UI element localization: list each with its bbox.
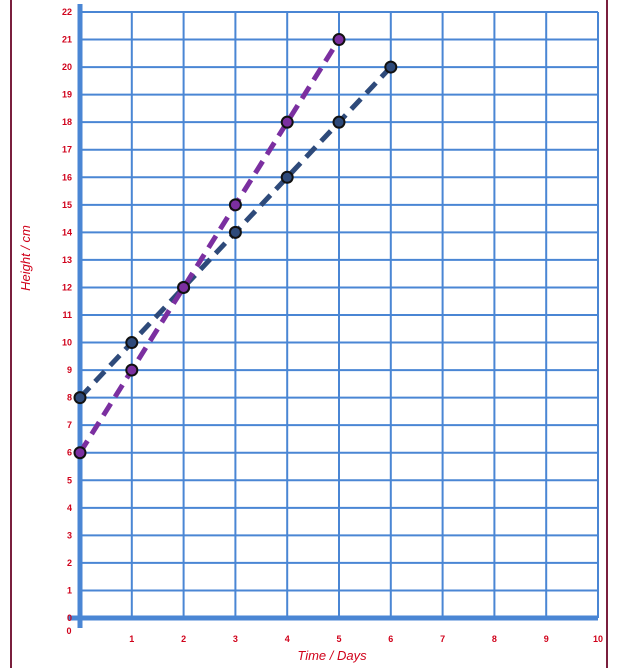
y-tick-label: 16	[62, 172, 72, 182]
y-tick-label: 19	[62, 90, 72, 100]
y-tick-label: 5	[67, 475, 72, 485]
series-1-point	[228, 225, 242, 239]
series-1-point	[332, 115, 346, 129]
x-tick-label: 9	[544, 634, 549, 644]
y-tick-label: 17	[62, 145, 72, 155]
y-axis-title: Height / cm	[18, 225, 33, 291]
series-1-point	[384, 60, 398, 74]
series-2-point	[177, 280, 191, 294]
x-tick-label: 4	[285, 634, 290, 644]
y-tick-label: 12	[62, 282, 72, 292]
x-tick-label: 0	[66, 626, 71, 636]
x-axis-title: Time / Days	[297, 648, 367, 663]
series-1-point	[125, 336, 139, 350]
y-tick-label: 0	[67, 613, 72, 623]
y-tick-label: 6	[67, 448, 72, 458]
x-tick-label: 8	[492, 634, 497, 644]
x-tick-label: 7	[440, 634, 445, 644]
series-2-point	[228, 198, 242, 212]
y-tick-label: 11	[62, 310, 72, 320]
y-tick-label: 20	[62, 62, 72, 72]
series-2-point	[280, 115, 294, 129]
x-tick-label: 6	[388, 634, 393, 644]
y-tick-label: 2	[67, 558, 72, 568]
y-tick-label: 9	[67, 365, 72, 375]
series-2-point	[125, 363, 139, 377]
x-tick-label: 1	[129, 634, 134, 644]
x-tick-label: 3	[233, 634, 238, 644]
series-2-point	[73, 446, 87, 460]
series-1-point	[280, 170, 294, 184]
series-2-point	[332, 33, 346, 47]
x-tick-label: 2	[181, 634, 186, 644]
y-tick-label: 15	[62, 200, 72, 210]
y-tick-label: 3	[67, 530, 72, 540]
y-tick-label: 4	[67, 503, 72, 513]
x-tick-label: 5	[336, 634, 341, 644]
y-tick-label: 21	[62, 35, 72, 45]
series-line-2	[77, 38, 342, 455]
y-tick-label: 18	[62, 117, 72, 127]
y-tick-label: 13	[62, 255, 72, 265]
y-tick-label: 1	[67, 585, 72, 595]
right-border-line	[606, 0, 608, 668]
x-tick-label: 10	[593, 634, 603, 644]
series-1-point	[73, 391, 87, 405]
y-tick-label: 22	[62, 7, 72, 17]
left-border-line	[10, 0, 12, 668]
y-tick-label: 14	[62, 227, 72, 237]
y-tick-label: 7	[67, 420, 72, 430]
y-tick-label: 10	[62, 338, 72, 348]
y-tick-label: 8	[67, 393, 72, 403]
